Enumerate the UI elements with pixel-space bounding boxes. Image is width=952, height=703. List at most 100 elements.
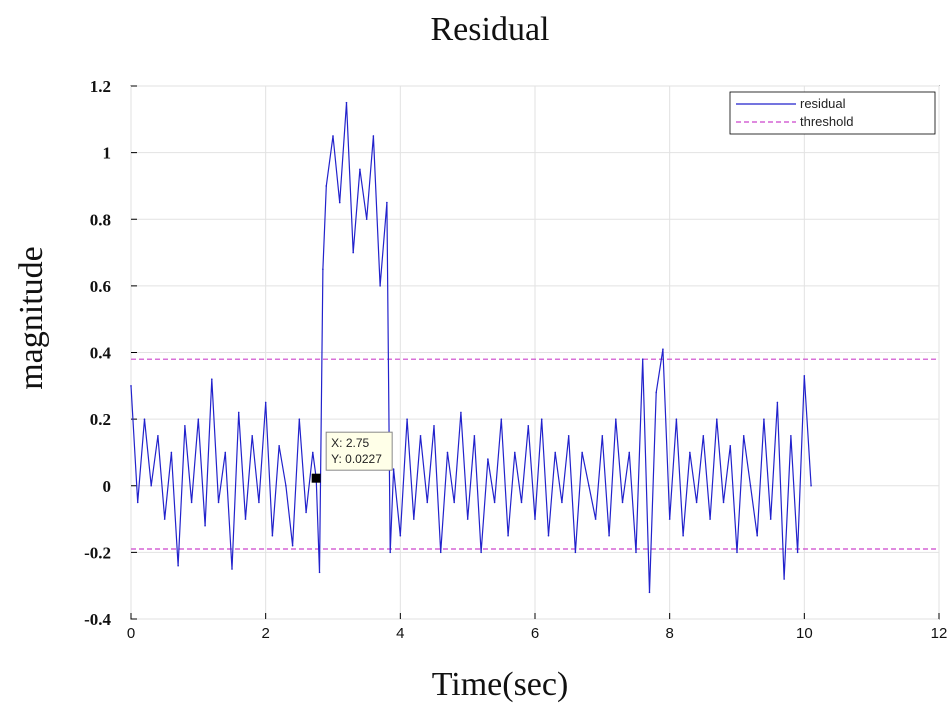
residual-point [184,424,186,427]
residual-point [170,451,173,454]
residual-point [278,444,280,447]
y-tick-label: 0.8 [90,210,111,229]
residual-point [157,434,159,437]
residual-point [668,518,671,520]
y-tick-label: 0.4 [90,344,112,363]
residual-point [399,534,402,537]
residual-point [635,551,637,554]
residual-point [352,251,355,254]
x-tick-label: 10 [796,625,813,642]
residual-point [264,401,267,404]
residual-point [561,501,563,504]
x-tick-label: 4 [396,625,404,642]
residual-point [271,534,274,537]
y-tick-label: 1 [103,144,112,163]
data-tip-marker[interactable] [311,473,321,483]
residual-point [796,551,799,554]
residual-point [749,484,752,487]
residual-point [379,285,381,287]
residual-point [776,401,779,404]
residual-point [729,444,732,447]
y-tick-label: 0.2 [90,410,111,429]
residual-point [291,544,294,547]
data-tip[interactable]: X: 2.75 Y: 0.0227 [311,431,393,483]
residual-point [709,518,711,520]
residual-point [244,518,247,520]
legend-box [729,91,936,135]
residual-point [338,201,341,204]
legend-threshold-label: threshold [800,114,853,129]
residual-point [554,451,556,454]
residual-point [372,135,375,137]
data-tip-box [325,431,393,471]
residual-point [204,524,206,527]
residual-point [332,135,334,137]
y-tick-label: 0 [103,477,112,496]
residual-point [217,501,220,504]
residual-point [473,434,476,437]
residual-point [742,434,745,437]
residual-series [130,101,812,594]
residual-point [237,411,240,414]
residual-point [406,418,408,420]
residual-point [682,534,684,537]
y-ticks: -0.4 -0.2 0 0.2 0.4 0.6 0.8 1 1.2 [84,77,137,629]
residual-point [446,451,449,454]
residual-point [136,501,139,504]
residual-point [312,451,314,454]
residual-point [520,501,523,504]
residual-point [648,591,651,594]
residual-point [466,518,469,520]
residual-point [581,451,583,454]
residual-point [365,218,368,221]
y-tick-label: -0.2 [84,543,111,562]
residual-point [163,518,166,520]
residual-point [318,571,321,574]
residual-point [655,391,657,394]
residual-point [453,501,456,504]
y-tick-label: 0.6 [90,277,111,296]
residual-point [662,348,664,350]
residual-point [803,375,806,377]
y-axis-title: magnitude [13,246,50,390]
data-tip-x: X: 2.75 [331,436,369,450]
residual-point [810,484,812,487]
residual-point [389,551,392,554]
residual-point [500,418,503,420]
x-ticks: 0 2 4 6 8 10 12 [127,613,947,642]
residual-point [305,511,307,514]
residual-point [197,418,200,420]
residual-point [702,434,705,437]
y-tick-label: -0.4 [84,610,111,629]
residual-point [386,201,388,204]
residual-point [258,501,260,504]
data-tip-y: Y: 0.0227 [331,452,382,466]
residual-point [460,411,462,414]
residual-point [716,418,718,420]
residual-point [608,534,610,537]
residual-point [547,534,550,537]
residual-point [588,484,590,487]
residual-point [251,434,253,437]
residual-point [628,451,631,454]
residual-point [756,534,758,537]
x-tick-label: 2 [261,625,269,642]
residual-point [689,451,691,454]
residual-point [736,551,738,554]
x-tick-label: 6 [531,625,539,642]
residual-point [615,418,617,420]
residual-point [359,168,361,171]
residual-point [322,268,324,271]
residual-point [150,484,152,487]
residual-point [540,418,543,420]
x-axis-title: Time(sec) [432,666,569,703]
residual-point [480,551,482,554]
legend: residual threshold [729,91,936,135]
residual-point [433,424,435,427]
residual-point [487,458,489,460]
x-tick-label: 0 [127,625,135,642]
residual-point [413,518,415,520]
residual-point [224,451,227,454]
residual-point [514,451,516,454]
